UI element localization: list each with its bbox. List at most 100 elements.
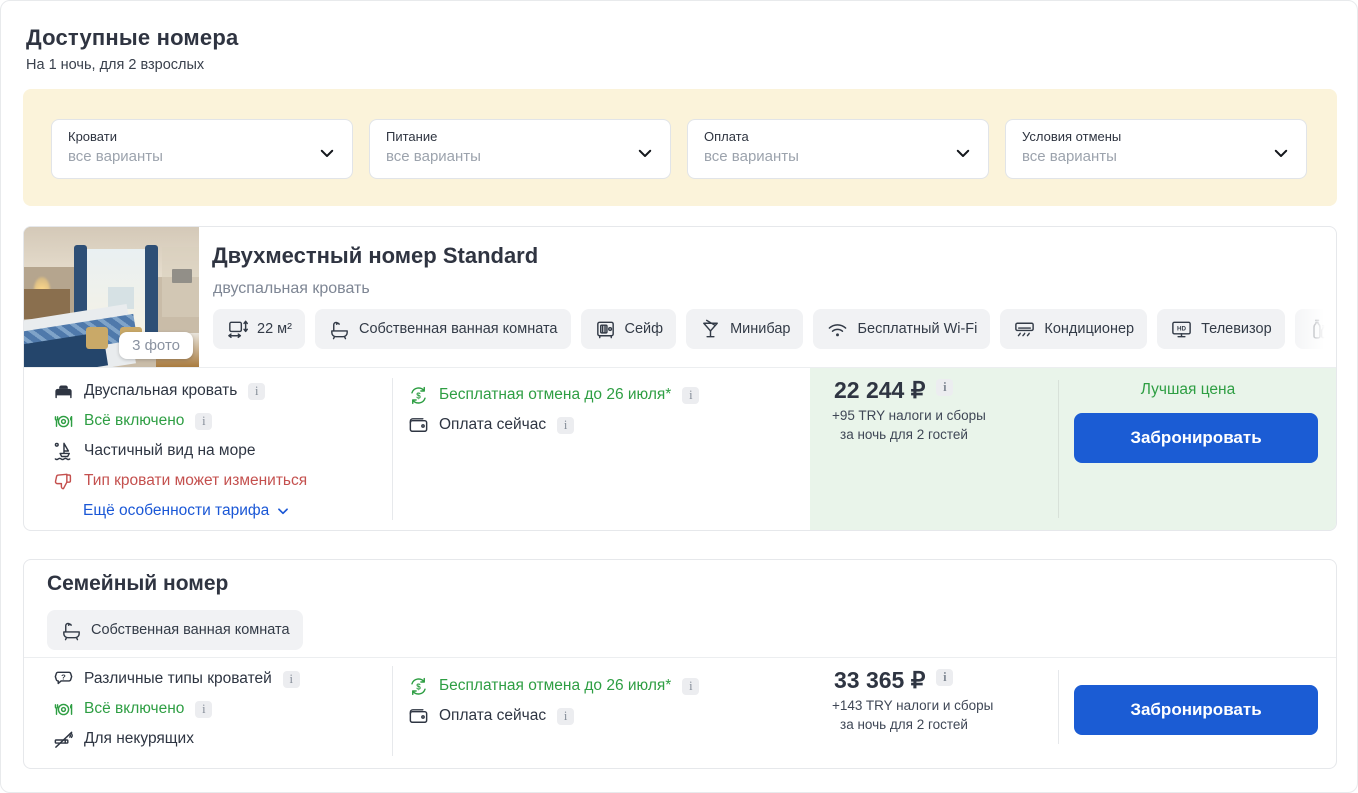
amenity-label: 22 м²: [257, 321, 292, 337]
bathtub-icon: [331, 321, 348, 339]
info-icon[interactable]: i: [195, 700, 213, 718]
free-cancellation: $ Бесплатная отмена до 26 июля* i: [407, 380, 700, 410]
room-size-icon: [228, 320, 248, 338]
photo-art: [145, 245, 158, 343]
feature-various-beds: ? Различные типы кроватей i: [52, 664, 300, 694]
filter-value: все варианты: [1022, 148, 1117, 165]
info-icon[interactable]: i: [682, 677, 700, 695]
rate-features: ? Различные типы кроватей i Всё включено…: [52, 664, 300, 754]
no-smoking-icon: [54, 731, 73, 748]
amenity-label: Телевизор: [1201, 321, 1272, 337]
money-back-icon: $: [411, 677, 426, 695]
rate-payment: $ Бесплатная отмена до 26 июля* i Оплата…: [407, 671, 700, 731]
price-taxes: +95 TRY налоги и сборы: [832, 408, 986, 423]
feature-label: Всё включено: [84, 700, 185, 717]
price: 33 365 ₽ i: [834, 667, 954, 694]
amenity-label: Кондиционер: [1044, 321, 1135, 337]
price-divider: [1058, 380, 1059, 518]
filter-label: Оплата: [704, 129, 749, 144]
info-icon[interactable]: i: [936, 379, 954, 396]
info-icon[interactable]: i: [248, 382, 266, 400]
info-icon[interactable]: i: [682, 386, 700, 404]
more-rate-details-link[interactable]: Ещё особенности тарифа: [83, 496, 307, 526]
svg-text:$: $: [416, 682, 421, 691]
chevron-down-icon: [278, 508, 289, 515]
filter-bar: Кровати все варианты Питание все вариант…: [23, 89, 1337, 206]
amenity-label: Минибар: [730, 321, 791, 337]
price-block: 33 365 ₽ i +143 TRY налоги и сборы за но…: [810, 658, 1336, 768]
page-title: Доступные номера: [26, 25, 239, 50]
amenity-label: Бесплатный Wi-Fi: [857, 321, 978, 337]
feature-label: Для некурящих: [84, 730, 194, 747]
cocktail-icon: [703, 319, 719, 337]
rate-row: Двуспальная кровать i Всё включено i Час…: [24, 367, 1336, 530]
info-icon[interactable]: i: [195, 412, 213, 430]
info-icon[interactable]: i: [282, 670, 300, 688]
question-bubble-icon: ?: [54, 671, 73, 684]
all-inclusive-icon: [54, 415, 73, 427]
filter-meals[interactable]: Питание все варианты: [369, 119, 671, 179]
chevron-down-icon: [320, 149, 334, 157]
price-amount: 22 244 ₽: [834, 377, 926, 403]
feature-non-smoking: Для некурящих: [52, 724, 300, 754]
amenity-label: Собственная ванная комната: [358, 321, 558, 337]
amenity-air-conditioning: Кондиционер: [1000, 309, 1148, 349]
price-per-night: за ночь для 2 гостей: [840, 717, 968, 732]
wallet-icon: [409, 708, 428, 723]
room-card-standard: 3 фото Двухместный номер Standard двуспа…: [23, 226, 1337, 531]
amenity-room-size: 22 м²: [213, 309, 305, 349]
amenity-private-bathroom: Собственная ванная комната: [314, 309, 571, 349]
free-cancellation-label: Бесплатная отмена до 26 июля*: [439, 386, 672, 403]
price-divider: [1058, 670, 1059, 744]
feature-label: Тип кровати может измениться: [84, 472, 308, 489]
more-rate-details-label: Ещё особенности тарифа: [83, 502, 270, 519]
feature-all-inclusive: Всё включено i: [52, 694, 300, 724]
photo-count-badge[interactable]: 3 фото: [119, 332, 193, 359]
filter-label: Кровати: [68, 129, 117, 144]
filter-payment[interactable]: Оплата все варианты: [687, 119, 989, 179]
feature-bed-type: Двуспальная кровать i: [52, 376, 307, 406]
water-bottles-icon: [1312, 319, 1327, 339]
room-photo[interactable]: 3 фото: [24, 227, 199, 367]
wifi-icon: [829, 323, 847, 336]
page-subtitle: На 1 ночь, для 2 взрослых: [26, 57, 205, 73]
chevron-down-icon: [638, 149, 652, 157]
book-button[interactable]: Забронировать: [1074, 413, 1318, 463]
thumbs-down-icon: [54, 473, 72, 489]
rate-row: ? Различные типы кроватей i Всё включено…: [24, 657, 1336, 768]
info-icon[interactable]: i: [936, 669, 954, 686]
filter-cancellation[interactable]: Условия отмены все варианты: [1005, 119, 1307, 179]
room-name: Двухместный номер Standard: [212, 243, 539, 268]
feature-label: Частичный вид на море: [84, 442, 256, 459]
book-button[interactable]: Забронировать: [1074, 685, 1318, 735]
sea-view-icon: [54, 442, 71, 460]
tv-hd-icon: HD: [1172, 321, 1191, 337]
pay-now: Оплата сейчас i: [407, 701, 699, 731]
amenity-minibar: Минибар: [686, 309, 804, 349]
double-bed-icon: [55, 385, 72, 398]
rate-features: Двуспальная кровать i Всё включено i Час…: [52, 376, 307, 526]
filter-beds[interactable]: Кровати все варианты: [51, 119, 353, 179]
pay-now-label: Оплата сейчас: [439, 707, 547, 724]
amenity-wifi: Бесплатный Wi-Fi: [813, 309, 991, 349]
bathtub-icon: [63, 622, 80, 640]
filter-label: Условия отмены: [1022, 129, 1122, 144]
best-price-badge: Лучшая цена: [1140, 381, 1236, 398]
column-divider: [392, 666, 393, 756]
amenity-chips: 22 м² Собственная ванная комната Сейф Ми…: [213, 309, 1334, 349]
info-icon[interactable]: i: [557, 416, 575, 434]
air-conditioner-icon: [1015, 322, 1035, 336]
chevron-down-icon: [956, 149, 970, 157]
all-inclusive-icon: [54, 703, 73, 715]
feature-sea-view: Частичный вид на море: [52, 436, 307, 466]
photo-art: [86, 327, 108, 349]
price-per-night: за ночь для 2 гостей: [840, 427, 968, 442]
rate-payment: $ Бесплатная отмена до 26 июля* i Оплата…: [407, 380, 700, 440]
amenity-tv: HD Телевизор: [1157, 309, 1285, 349]
info-icon[interactable]: i: [557, 707, 575, 725]
free-cancellation: $ Бесплатная отмена до 26 июля* i: [407, 671, 700, 701]
filter-value: все варианты: [386, 148, 481, 165]
pay-now-label: Оплата сейчас: [439, 416, 547, 433]
feature-bed-may-change: Тип кровати может измениться: [52, 466, 307, 496]
